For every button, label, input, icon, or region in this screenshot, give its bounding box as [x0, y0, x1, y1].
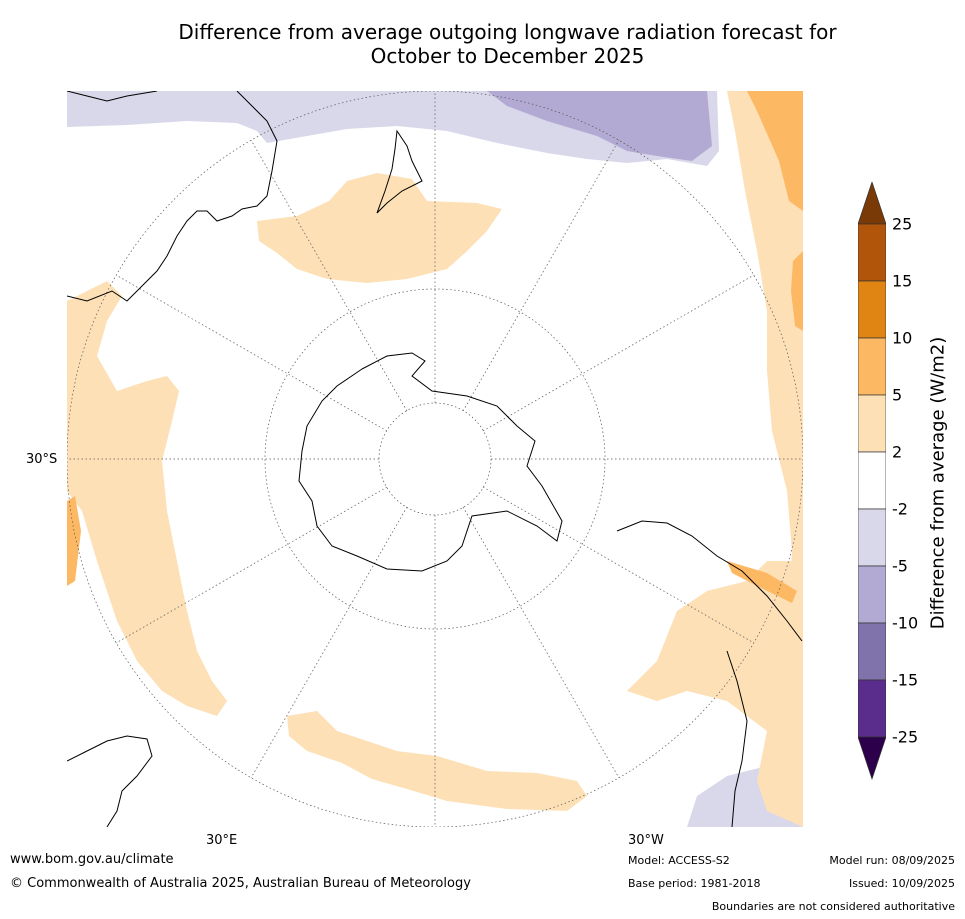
- colorbar-extend-top: [858, 182, 886, 225]
- polar-map: [67, 91, 803, 827]
- footer-disclaimer: Boundaries are not considered authoritat…: [711, 900, 955, 913]
- title-line-2: October to December 2025: [370, 44, 645, 68]
- anomaly-region-pos-pacific: [257, 173, 502, 283]
- colorbar-bin-neg2-2: [858, 451, 886, 510]
- colorbar-bin-neg10-neg5: [858, 565, 886, 624]
- new-zealand-coastline: [376, 129, 423, 214]
- anomaly-region-pos-right-strong: [747, 91, 803, 211]
- colorbar-label: Difference from average (W/m2): [927, 336, 949, 630]
- colorbar-tick: 2: [892, 442, 903, 462]
- footer-base-period: Base period: 1981-2018: [628, 877, 761, 890]
- anomaly-region-neg-strong: [487, 91, 712, 161]
- colorbar-tick: 25: [892, 214, 913, 234]
- colorbar: [858, 182, 886, 781]
- colorbar-tick: 15: [892, 271, 913, 291]
- colorbar-bin-neg5-neg2: [858, 508, 886, 567]
- colorbar-tick: -15: [892, 670, 919, 690]
- colorbar-extend-bottom: [858, 736, 886, 781]
- colorbar-tick: -2: [892, 499, 908, 519]
- anomaly-region-pos-south-atlantic-strong: [727, 561, 797, 603]
- graticule: [67, 91, 803, 827]
- anomaly-region-pos-south-atlantic: [627, 561, 803, 731]
- title-line-1: Difference from average outgoing longwav…: [178, 20, 837, 44]
- coastlines: [67, 91, 803, 827]
- anomaly-region-pos-right-edge: [791, 251, 803, 331]
- footer-url[interactable]: www.bom.gov.au/climate: [10, 852, 174, 867]
- colorbar-tick: 5: [892, 385, 903, 405]
- africa-coastline: [67, 735, 153, 827]
- antarctica-coastline: [298, 352, 563, 572]
- footer-model: Model: ACCESS-S2: [628, 854, 730, 867]
- colorbar-bin-15-25: [858, 223, 886, 282]
- colorbar-bin-5-10: [858, 337, 886, 396]
- footer-issued: Issued: 10/09/2025: [848, 877, 955, 890]
- footer-model-run: Model run: 08/09/2025: [829, 854, 955, 867]
- colorbar-bin-neg15-neg10: [858, 622, 886, 681]
- anomaly-region-pos-west: [67, 281, 227, 716]
- colorbar-tick: 10: [892, 328, 913, 348]
- colorbar-tick: -25: [892, 727, 919, 747]
- south-america-coastline: [616, 520, 803, 827]
- lon-label-30e: 30°E: [206, 833, 238, 848]
- colorbar-tick: -10: [892, 613, 919, 633]
- colorbar-bin-10-15: [858, 280, 886, 339]
- footer-copyright: © Commonwealth of Australia 2025, Austra…: [10, 876, 471, 891]
- colorbar-bin-neg25-neg15: [858, 679, 886, 738]
- anomaly-region-pos-right: [727, 91, 803, 827]
- anomaly-region-pos-west-strong: [67, 496, 81, 586]
- australia-coastline: [67, 91, 278, 302]
- lat-label-30s: 30°S: [26, 452, 58, 467]
- colorbar-bin-2-5: [858, 394, 886, 453]
- lon-label-30w: 30°W: [628, 833, 664, 848]
- anomaly-region-pos-south: [287, 711, 587, 811]
- chart-title: Difference from average outgoing longwav…: [150, 20, 865, 68]
- colorbar-tick: -5: [892, 556, 908, 576]
